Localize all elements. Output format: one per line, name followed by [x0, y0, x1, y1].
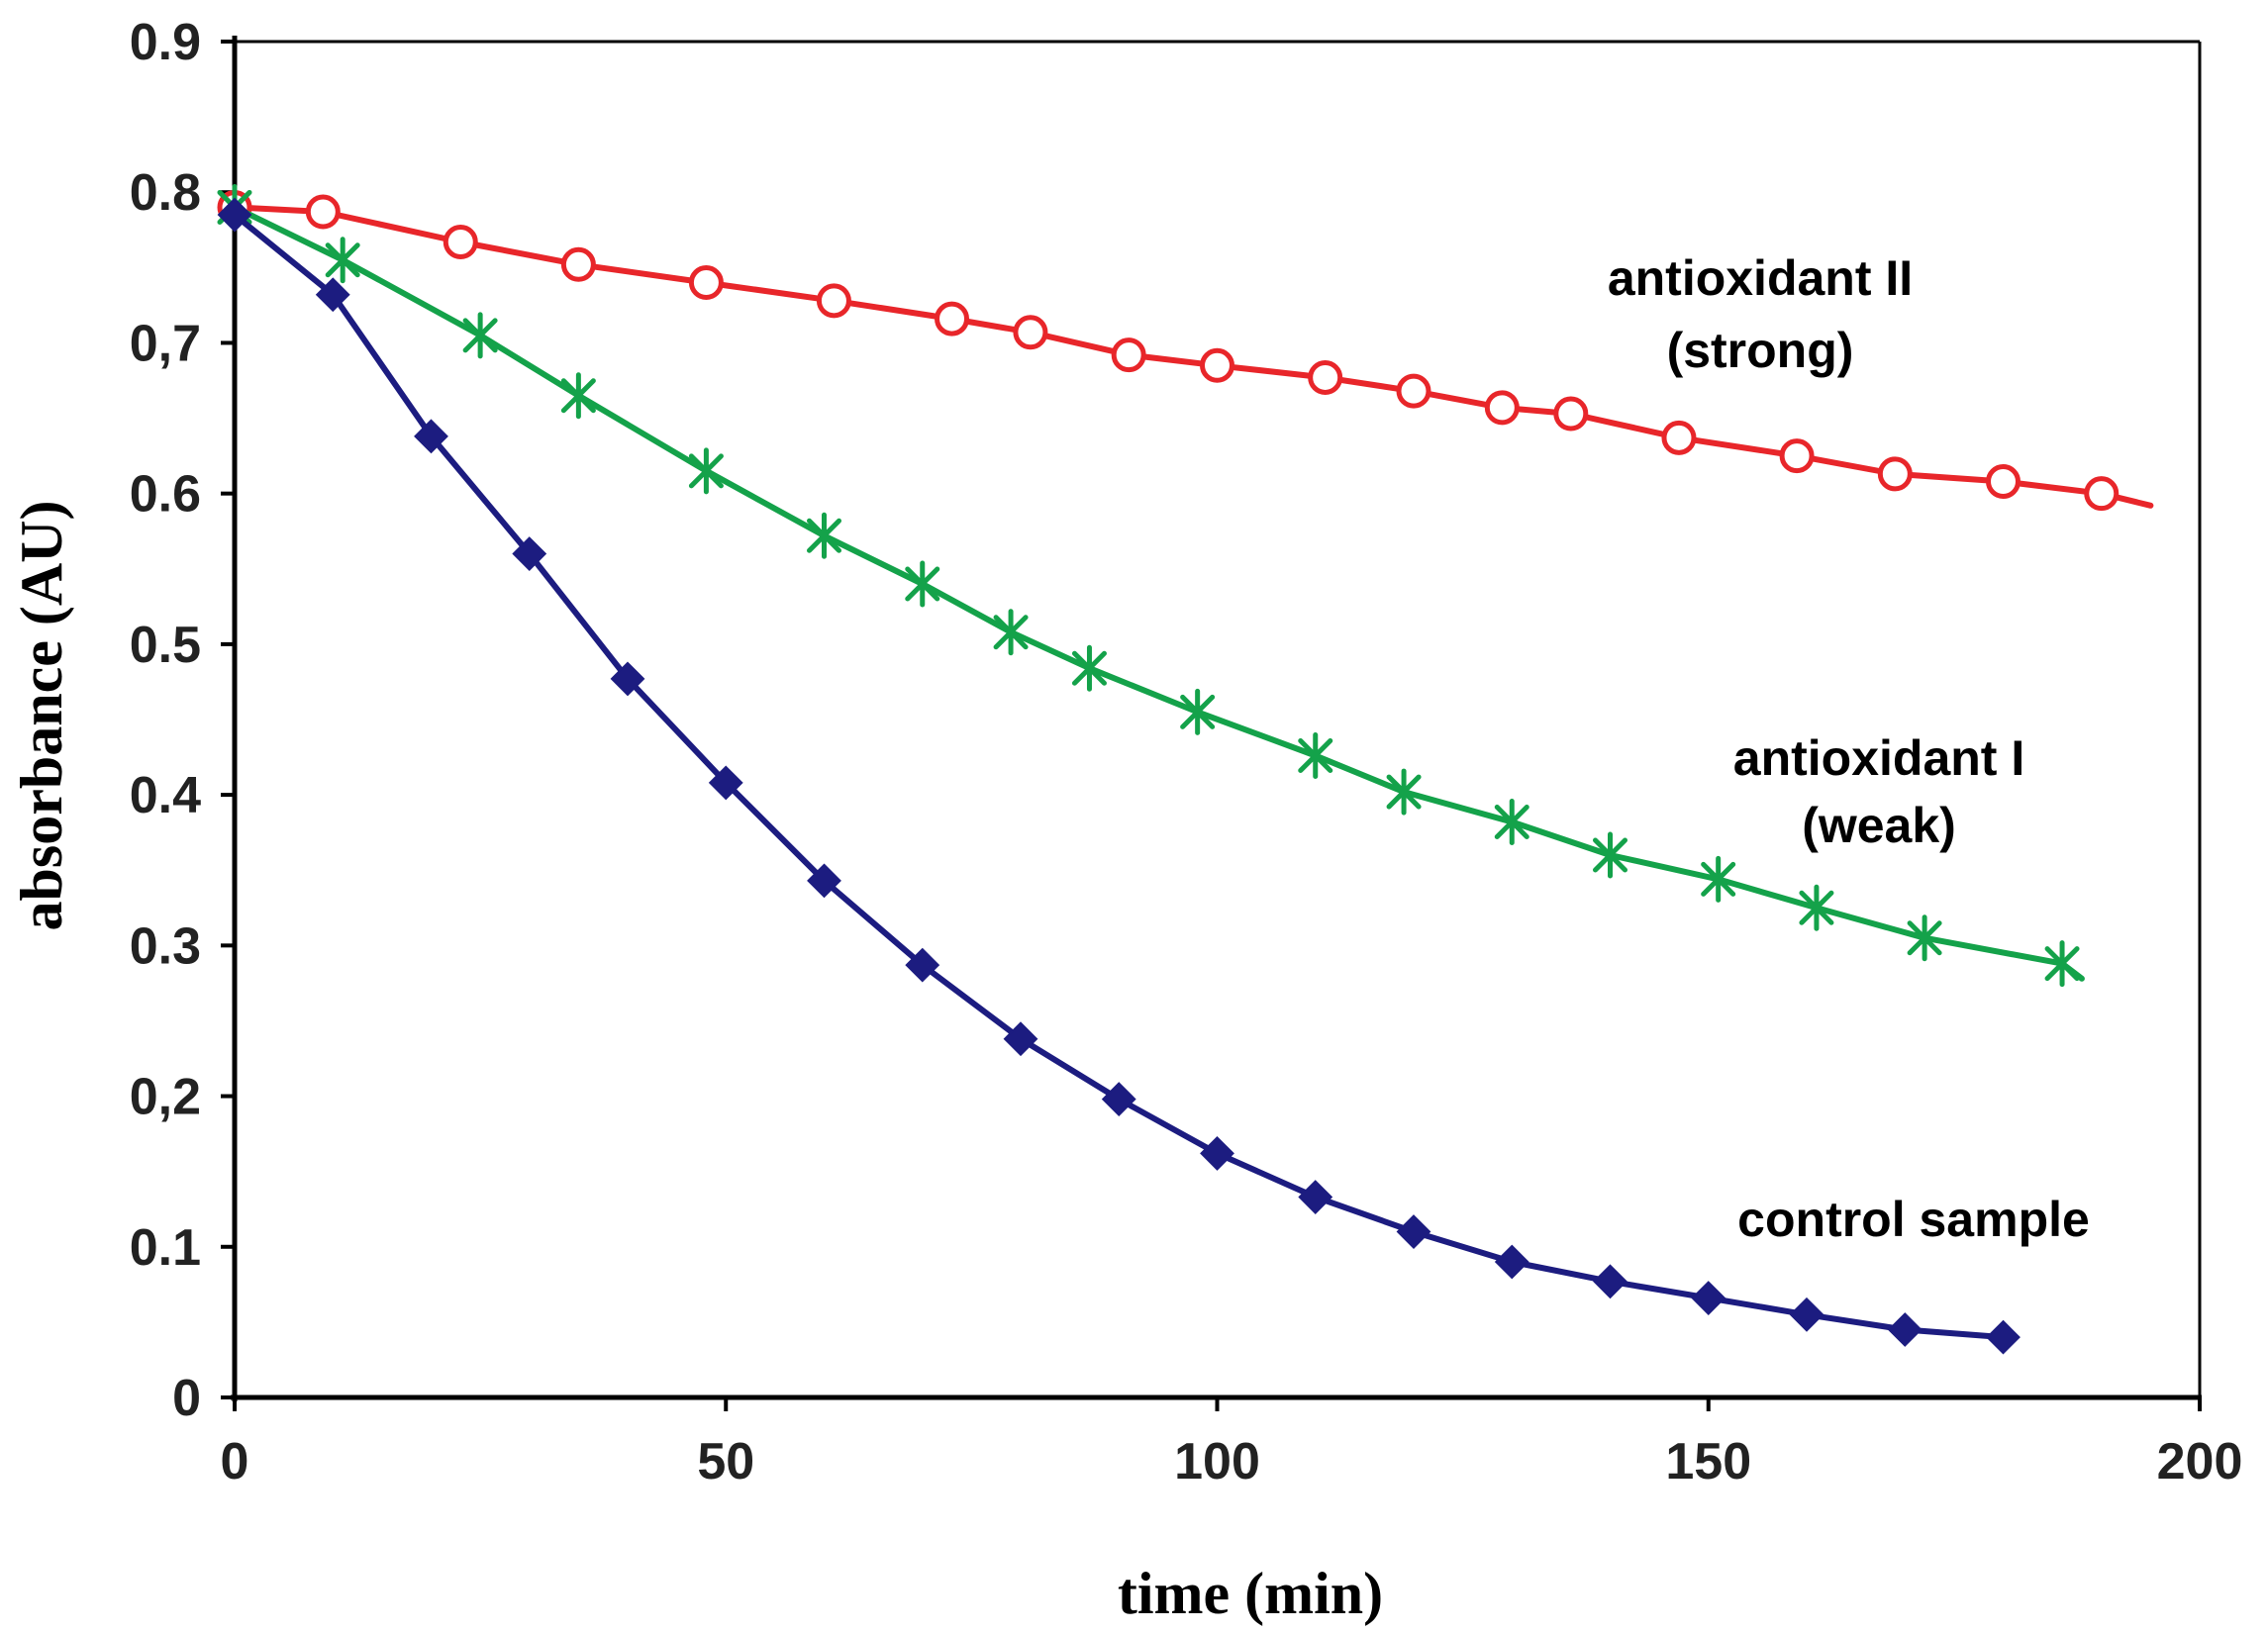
data-point [1799, 884, 1834, 931]
data-point [462, 312, 498, 359]
series-antioxidant-i-weak [217, 183, 2085, 988]
y-tick-label: 0.9 [130, 14, 201, 71]
data-point [905, 947, 940, 983]
data-point [1180, 688, 1216, 735]
data-point [2084, 476, 2120, 512]
data-point [610, 661, 645, 697]
data-point [1691, 1281, 1726, 1315]
data-point [1200, 347, 1234, 383]
label-antioxidant-ii-line2: (strong) [1667, 323, 1854, 378]
x-tick-label: 50 [697, 1433, 754, 1490]
series-layer [217, 183, 2154, 1355]
data-point [816, 283, 851, 319]
y-tick-label: 0,7 [130, 315, 201, 372]
data-point [1308, 359, 1343, 395]
label-antioxidant-ii-line1: antioxidant II [1608, 250, 1913, 306]
y-tick-label: 0.6 [130, 466, 201, 524]
data-point [1396, 1214, 1431, 1249]
data-point [1593, 831, 1627, 879]
data-point [1661, 420, 1697, 455]
data-point [217, 197, 252, 233]
data-point [708, 765, 743, 801]
data-point [325, 237, 360, 284]
y-tick-label: 0.1 [130, 1219, 201, 1277]
data-point [688, 447, 724, 495]
data-point [1484, 390, 1520, 426]
y-tick-label: 0.8 [130, 164, 201, 222]
data-point [414, 419, 448, 454]
y-tick-label: 0.4 [130, 767, 201, 824]
x-axis-title: time (min) [1118, 1561, 1383, 1626]
label-antioxidant-i-line1: antioxidant I [1733, 730, 2024, 786]
x-axis-ticks: 0 50 100 150 200 [221, 1397, 2243, 1490]
data-point [560, 246, 596, 282]
data-point [560, 372, 596, 420]
data-point [305, 194, 341, 230]
data-point [1013, 315, 1048, 350]
series-line [232, 212, 2017, 1341]
data-point [1494, 1244, 1529, 1280]
series-control-sample [217, 197, 2021, 1355]
data-point [1200, 1135, 1234, 1171]
data-point [993, 609, 1029, 656]
y-tick-label: 0,2 [130, 1069, 201, 1126]
data-point [1877, 456, 1913, 492]
data-point [1111, 337, 1146, 373]
label-antioxidant-i-line2: (weak) [1802, 798, 1956, 853]
data-point [935, 301, 970, 336]
x-tick-label: 150 [1665, 1433, 1751, 1490]
data-point [1986, 1319, 2021, 1355]
label-control-sample: control sample [1737, 1192, 2090, 1247]
data-point [443, 224, 478, 259]
data-point [905, 560, 940, 608]
y-axis-title: absorbance (AU) [9, 501, 74, 931]
data-point [1396, 373, 1431, 409]
data-point [1494, 799, 1529, 846]
data-point [1101, 1082, 1136, 1117]
data-point [688, 265, 724, 301]
data-point [1386, 768, 1422, 816]
x-tick-label: 100 [1174, 1433, 1260, 1490]
x-tick-label: 200 [2157, 1433, 2243, 1490]
data-point [1789, 1297, 1824, 1332]
data-point [1071, 644, 1107, 692]
x-tick-label: 0 [221, 1433, 249, 1490]
data-point [1701, 855, 1736, 903]
data-point [1553, 396, 1589, 432]
y-tick-label: 0.3 [130, 917, 201, 975]
data-point [1003, 1021, 1038, 1057]
data-point [1907, 914, 1942, 962]
data-point [1593, 1264, 1627, 1299]
data-point [1887, 1312, 1923, 1347]
series-antioxidant-ii-strong [217, 189, 2154, 512]
data-point [807, 863, 841, 899]
plot-area: 0 0.1 0,2 0.3 0.4 0.5 0.6 0,7 0.8 0.9 0 50 100 150 20… [130, 14, 2243, 1490]
data-point [2044, 940, 2080, 988]
data-point [1298, 732, 1333, 780]
y-tick-label: 0 [172, 1370, 201, 1427]
y-axis-ticks: 0 0.1 0,2 0.3 0.4 0.5 0.6 0,7 0.8 0.9 [130, 14, 235, 1427]
data-point [512, 536, 547, 571]
data-point [807, 512, 841, 559]
data-point [315, 277, 350, 313]
y-tick-label: 0.5 [130, 617, 201, 674]
data-point [1779, 438, 1815, 474]
data-point [1986, 463, 2021, 499]
data-point [1298, 1180, 1333, 1214]
